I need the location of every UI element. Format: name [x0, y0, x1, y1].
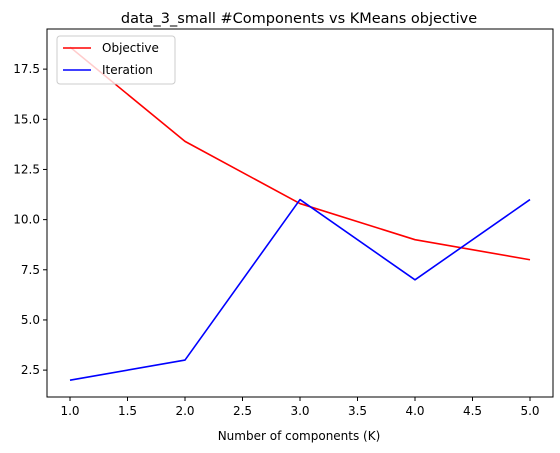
x-tick-label: 2.0 — [175, 404, 194, 418]
x-tick-label: 4.0 — [405, 404, 424, 418]
x-tick-label: 3.5 — [348, 404, 367, 418]
x-axis-ticks: 1.0 1.5 2.0 2.5 3.0 3.5 4.0 4.5 5.0 — [60, 397, 540, 418]
series-line-objective — [69, 46, 531, 261]
x-tick-label: 3.0 — [290, 404, 309, 418]
y-tick-label: 15.0 — [13, 112, 40, 126]
y-tick-label: 2.5 — [21, 363, 40, 377]
legend-label-iteration: Iteration — [102, 63, 153, 77]
x-axis-title: Number of components (K) — [218, 429, 381, 443]
y-tick-label: 5.0 — [21, 313, 40, 327]
plot-area — [47, 29, 553, 397]
y-tick-label: 10.0 — [13, 213, 40, 227]
y-axis-ticks: 2.5 5.0 7.5 10.0 12.5 15.0 17.5 — [13, 62, 47, 377]
series-line-iteration — [69, 198, 531, 381]
x-tick-label: 1.5 — [118, 404, 137, 418]
x-tick-label: 5.0 — [520, 404, 539, 418]
x-tick-label: 1.0 — [60, 404, 79, 418]
legend-label-objective: Objective — [102, 41, 159, 55]
y-tick-label: 7.5 — [21, 263, 40, 277]
y-tick-label: 12.5 — [13, 162, 40, 176]
x-tick-label: 4.5 — [463, 404, 482, 418]
x-tick-label: 2.5 — [233, 404, 252, 418]
y-tick-label: 17.5 — [13, 62, 40, 76]
legend-entries: Objective Iteration — [63, 41, 159, 77]
plot-background — [47, 29, 553, 397]
chart-title: data_3_small #Components vs KMeans objec… — [121, 11, 477, 27]
legend: Objective Iteration — [56, 35, 176, 85]
series-layer — [69, 46, 531, 381]
